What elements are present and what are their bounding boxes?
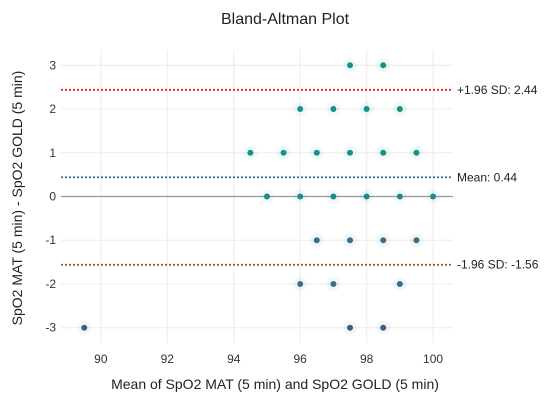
data-point [313, 149, 320, 156]
y-tick-label: 0 [49, 190, 56, 204]
data-point [330, 193, 337, 200]
y-tick-label: 1 [49, 146, 56, 160]
y-tick-label: -3 [45, 321, 56, 335]
data-point [380, 149, 387, 156]
data-point [330, 106, 337, 113]
data-point [313, 237, 320, 244]
ticks-layer: 90 92 94 96 98 100 -3 -2 -1 0 1 2 3 [45, 58, 443, 366]
reference-labels-layer: +1.96 SD: 2.44 Mean: 0.44 -1.96 SD: -1.56 [457, 83, 539, 272]
data-point [81, 324, 88, 331]
data-point [396, 193, 403, 200]
x-tick-label: 94 [227, 352, 241, 366]
x-tick-label: 100 [423, 352, 443, 366]
data-point [347, 149, 354, 156]
data-point [297, 193, 304, 200]
data-point [347, 62, 354, 69]
x-tick-label: 92 [161, 352, 175, 366]
data-point [297, 280, 304, 287]
chart-title: Bland-Altman Plot [221, 11, 350, 28]
data-point [413, 149, 420, 156]
reference-lines-layer [61, 88, 453, 266]
y-tick-label: -1 [45, 233, 56, 247]
data-point [380, 62, 387, 69]
reference-line-label: Mean: 0.44 [457, 170, 517, 184]
data-point [380, 324, 387, 331]
data-point [280, 149, 287, 156]
data-point [396, 280, 403, 287]
points-layer [77, 58, 441, 335]
data-point [347, 237, 354, 244]
reference-line-label: -1.96 SD: -1.56 [457, 258, 539, 272]
reference-line-label: +1.96 SD: 2.44 [457, 83, 538, 97]
y-axis-label: SpO2 MAT (5 min) - SpO2 GOLD (5 min) [9, 71, 25, 326]
data-point [430, 193, 437, 200]
y-tick-label: -2 [45, 277, 56, 291]
data-point [297, 106, 304, 113]
data-point [380, 237, 387, 244]
x-tick-label: 96 [294, 352, 308, 366]
data-point [363, 193, 370, 200]
x-axis-label: Mean of SpO2 MAT (5 min) and SpO2 GOLD (… [111, 376, 439, 392]
data-point [396, 106, 403, 113]
data-point [247, 149, 254, 156]
x-tick-label: 90 [94, 352, 108, 366]
y-tick-label: 2 [49, 102, 56, 116]
data-point [413, 237, 420, 244]
x-tick-label: 98 [360, 352, 374, 366]
data-point [363, 106, 370, 113]
data-point [347, 324, 354, 331]
data-point [330, 280, 337, 287]
y-tick-label: 3 [49, 58, 56, 72]
data-point [263, 193, 270, 200]
